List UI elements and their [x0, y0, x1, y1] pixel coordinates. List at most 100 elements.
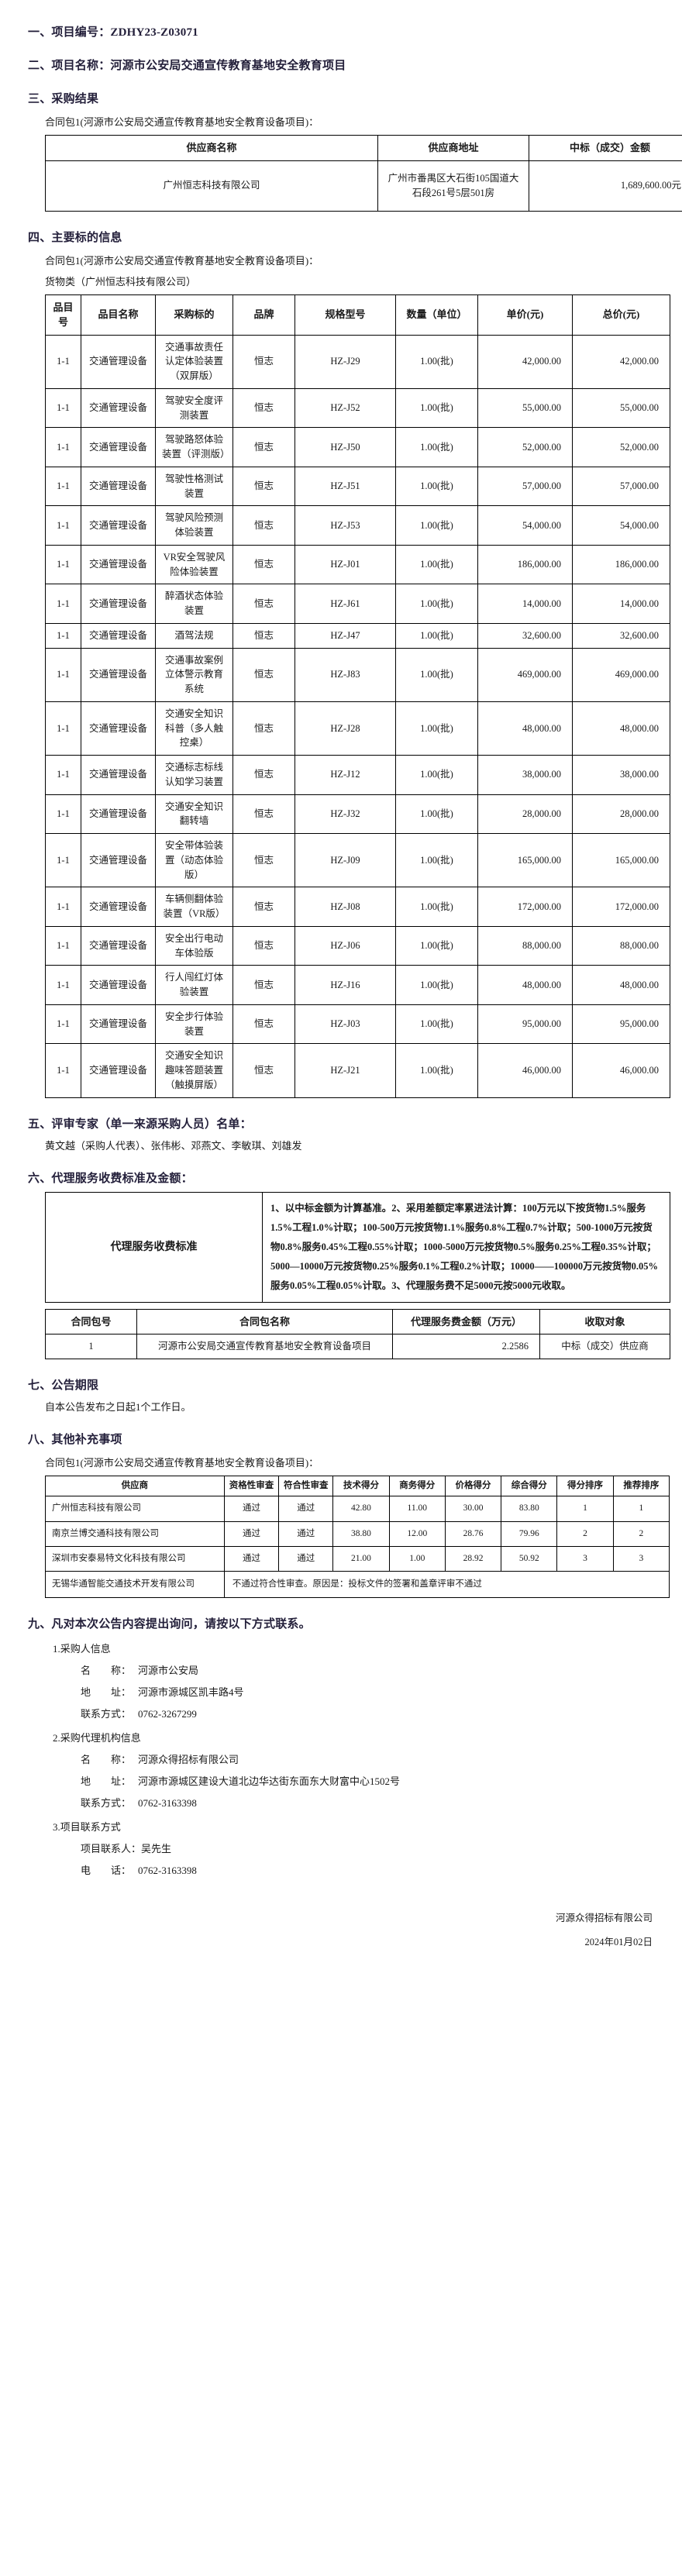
cell-procurement-subject: 交通安全知识趣味答题装置（触摸屏版） — [155, 1043, 233, 1098]
cell-item-no: 1-1 — [45, 427, 81, 467]
cell-unit-price: 469,000.00 — [477, 647, 573, 702]
table-row: 1-1 交通管理设备 驾驶安全度评测装置 恒志 HZ-J52 1.00(批) 55,000.… — [45, 387, 670, 429]
cell-compliance-review: 通过 — [278, 1496, 334, 1522]
cell-compliance-review: 通过 — [278, 1545, 334, 1572]
cell-quantity: 1.00(批) — [395, 466, 478, 507]
buyer-name-value: 河源市公安局 — [138, 1665, 199, 1677]
cell-quantity: 1.00(批) — [395, 1004, 478, 1045]
cell-unit-price: 46,000.00 — [477, 1043, 573, 1098]
header-recommend-rank: 推荐排序 — [612, 1475, 670, 1497]
cell-item-name: 交通管理设备 — [81, 622, 156, 649]
cell-brand: 恒志 — [232, 832, 295, 888]
cell-price-score: 30.00 — [444, 1496, 502, 1522]
cell-unit-price: 52,000.00 — [477, 427, 573, 467]
project-name-value: 河源市公安局交通宣传教育基地安全教育项目 — [110, 60, 346, 72]
agency-group-title: 2.采购代理机构信息 — [53, 1732, 141, 1744]
cell-model: HZ-J32 — [294, 794, 396, 834]
cell-quantity: 1.00(批) — [395, 427, 478, 467]
cell-item-name: 交通管理设备 — [81, 427, 156, 467]
project-person-label: 项目联系人： — [81, 1843, 142, 1855]
cell-item-name: 交通管理设备 — [81, 505, 156, 546]
cell-unit-price: 48,000.00 — [477, 965, 573, 1005]
cell-brand: 恒志 — [232, 887, 295, 927]
other-matters-lead: 合同包1(河源市公安局交通宣传教育基地安全教育设备项目)： — [45, 1456, 319, 1469]
table-row: 1 河源市公安局交通宣传教育基地安全教育设备项目 2.2586 中标（成交）供应… — [45, 1334, 670, 1359]
cell-item-no: 1-1 — [45, 647, 81, 702]
cell-quantity: 1.00(批) — [395, 965, 478, 1005]
agency-fee-amount-table: 合同包号 合同包名称 代理服务费金额（万元） 收取对象 1 河源市公安局交通宣传… — [45, 1308, 670, 1359]
cell-procurement-subject: VR安全驾驶风险体验装置 — [155, 544, 233, 585]
cell-total-price: 14,000.00 — [572, 584, 670, 624]
cell-fee-standard-text: 1、以中标金额为计算基准。2、采用差额定率累进法计算：100万元以下按货物1.5… — [262, 1191, 670, 1303]
cell-unit-price: 95,000.00 — [477, 1004, 573, 1045]
cell-brand: 恒志 — [232, 647, 295, 702]
table-header-row: 合同包号 合同包名称 代理服务费金额（万元） 收取对象 — [45, 1308, 670, 1334]
cell-procurement-subject: 交通事故责任认定体验装置（双屏版） — [155, 334, 233, 389]
header-composite-score: 综合得分 — [501, 1475, 558, 1497]
cell-procurement-subject: 安全带体验装置（动态体验版） — [155, 832, 233, 888]
cell-unit-price: 38,000.00 — [477, 755, 573, 795]
header-procurement-subject: 采购标的 — [155, 294, 233, 336]
cell-fee-standard-label: 代理服务收费标准 — [45, 1191, 263, 1303]
table-row: 深圳市安泰易特文化科技有限公司 通过 通过 21.00 1.00 28.92 50.92 3 3 — [45, 1545, 670, 1572]
cell-total-price: 95,000.00 — [572, 1004, 670, 1045]
cell-procurement-subject: 安全步行体验装置 — [155, 1004, 233, 1045]
cell-model: HZ-J29 — [294, 334, 396, 389]
cell-total-price: 48,000.00 — [572, 701, 670, 756]
cell-quantity: 1.00(批) — [395, 622, 478, 649]
cell-total-price: 55,000.00 — [572, 387, 670, 429]
footer-date: 2024年01月02日 — [584, 1937, 653, 1948]
table-row: 1-1 交通管理设备 驾驶路怒体验装置（评测版） 恒志 HZ-J50 1.00(批) 52,… — [45, 427, 670, 467]
cell-item-no: 1-1 — [45, 544, 81, 585]
cell-item-name: 交通管理设备 — [81, 755, 156, 795]
cell-item-no: 1-1 — [45, 1004, 81, 1045]
table-row: 1-1 交通管理设备 交通安全知识科普（多人触控桌） 恒志 HZ-J28 1.00(批) 4… — [45, 701, 670, 756]
cell-business-score: 12.00 — [388, 1520, 446, 1547]
cell-score-rank: 3 — [556, 1545, 614, 1572]
buyer-address-row: 地 址： 河源市源城区凯丰路4号 — [81, 1684, 665, 1699]
table-row: 1-1 交通管理设备 交通事故责任认定体验装置（双屏版） 恒志 HZ-J29 1.00(批… — [45, 334, 670, 389]
cell-model: HZ-J52 — [294, 387, 396, 429]
header-item-no: 品目号 — [45, 294, 81, 336]
header-fee-payer: 收取对象 — [539, 1308, 670, 1334]
cell-total-price: 469,000.00 — [572, 647, 670, 702]
buyer-tel-value: 0762-3267299 — [138, 1708, 197, 1720]
header-supplier-name: 供应商名称 — [45, 135, 378, 161]
cell-item-no: 1-1 — [45, 334, 81, 389]
section-contact-title: 九、凡对本次公告内容提出询问，请按以下方式联系。 — [28, 1618, 311, 1631]
table-row: 1-1 交通管理设备 VR安全驾驶风险体验装置 恒志 HZ-J01 1.00(批) 186,… — [45, 544, 670, 585]
project-tel-value: 0762-3163398 — [138, 1865, 197, 1877]
cell-total-price: 165,000.00 — [572, 832, 670, 888]
cell-item-name: 交通管理设备 — [81, 794, 156, 834]
cell-model: HZ-J16 — [294, 965, 396, 1005]
result-package-lead: 合同包1(河源市公安局交通宣传教育基地安全教育设备项目)： — [45, 116, 319, 128]
cell-item-name: 交通管理设备 — [81, 647, 156, 702]
cell-qualification-review: 通过 — [223, 1545, 280, 1572]
cell-brand: 恒志 — [232, 622, 295, 649]
cell-item-name: 交通管理设备 — [81, 701, 156, 756]
table-row: 1-1 交通管理设备 交通事故案例立体警示教育系统 恒志 HZ-J83 1.00(批) 46… — [45, 647, 670, 702]
cell-item-no: 1-1 — [45, 466, 81, 507]
cell-brand: 恒志 — [232, 387, 295, 429]
buyer-name-row: 名 称： 河源市公安局 — [81, 1662, 665, 1677]
header-brand: 品牌 — [232, 294, 295, 336]
cell-compliance-review: 通过 — [278, 1520, 334, 1547]
cell-item-name: 交通管理设备 — [81, 387, 156, 429]
header-unit-price: 单价(元) — [477, 294, 573, 336]
cell-item-no: 1-1 — [45, 794, 81, 834]
agency-name-label: 名 称： — [81, 1754, 132, 1766]
cell-item-name: 交通管理设备 — [81, 466, 156, 507]
cell-model: HZ-J51 — [294, 466, 396, 507]
cell-item-name: 交通管理设备 — [81, 1004, 156, 1045]
cell-item-name: 交通管理设备 — [81, 584, 156, 624]
cell-unit-price: 42,000.00 — [477, 334, 573, 389]
header-technical-score: 技术得分 — [332, 1475, 390, 1497]
review-table-body: 广州恒志科技有限公司 通过 通过 42.80 11.00 30.00 83.80 1 1 南京兰博… — [45, 1496, 670, 1599]
cell-item-name: 交通管理设备 — [81, 925, 156, 966]
cell-procurement-subject: 酒驾法规 — [155, 622, 233, 649]
cell-brand: 恒志 — [232, 427, 295, 467]
procurement-result-table: 供应商名称 供应商地址 中标（成交）金额 广州恒志科技有限公司 广州市番禺区大石… — [45, 135, 682, 212]
table-row: 代理服务收费标准 1、以中标金额为计算基准。2、采用差额定率累进法计算：100万… — [45, 1191, 670, 1303]
section-agency-fee-title: 六、代理服务收费标准及金额： — [28, 1172, 193, 1185]
